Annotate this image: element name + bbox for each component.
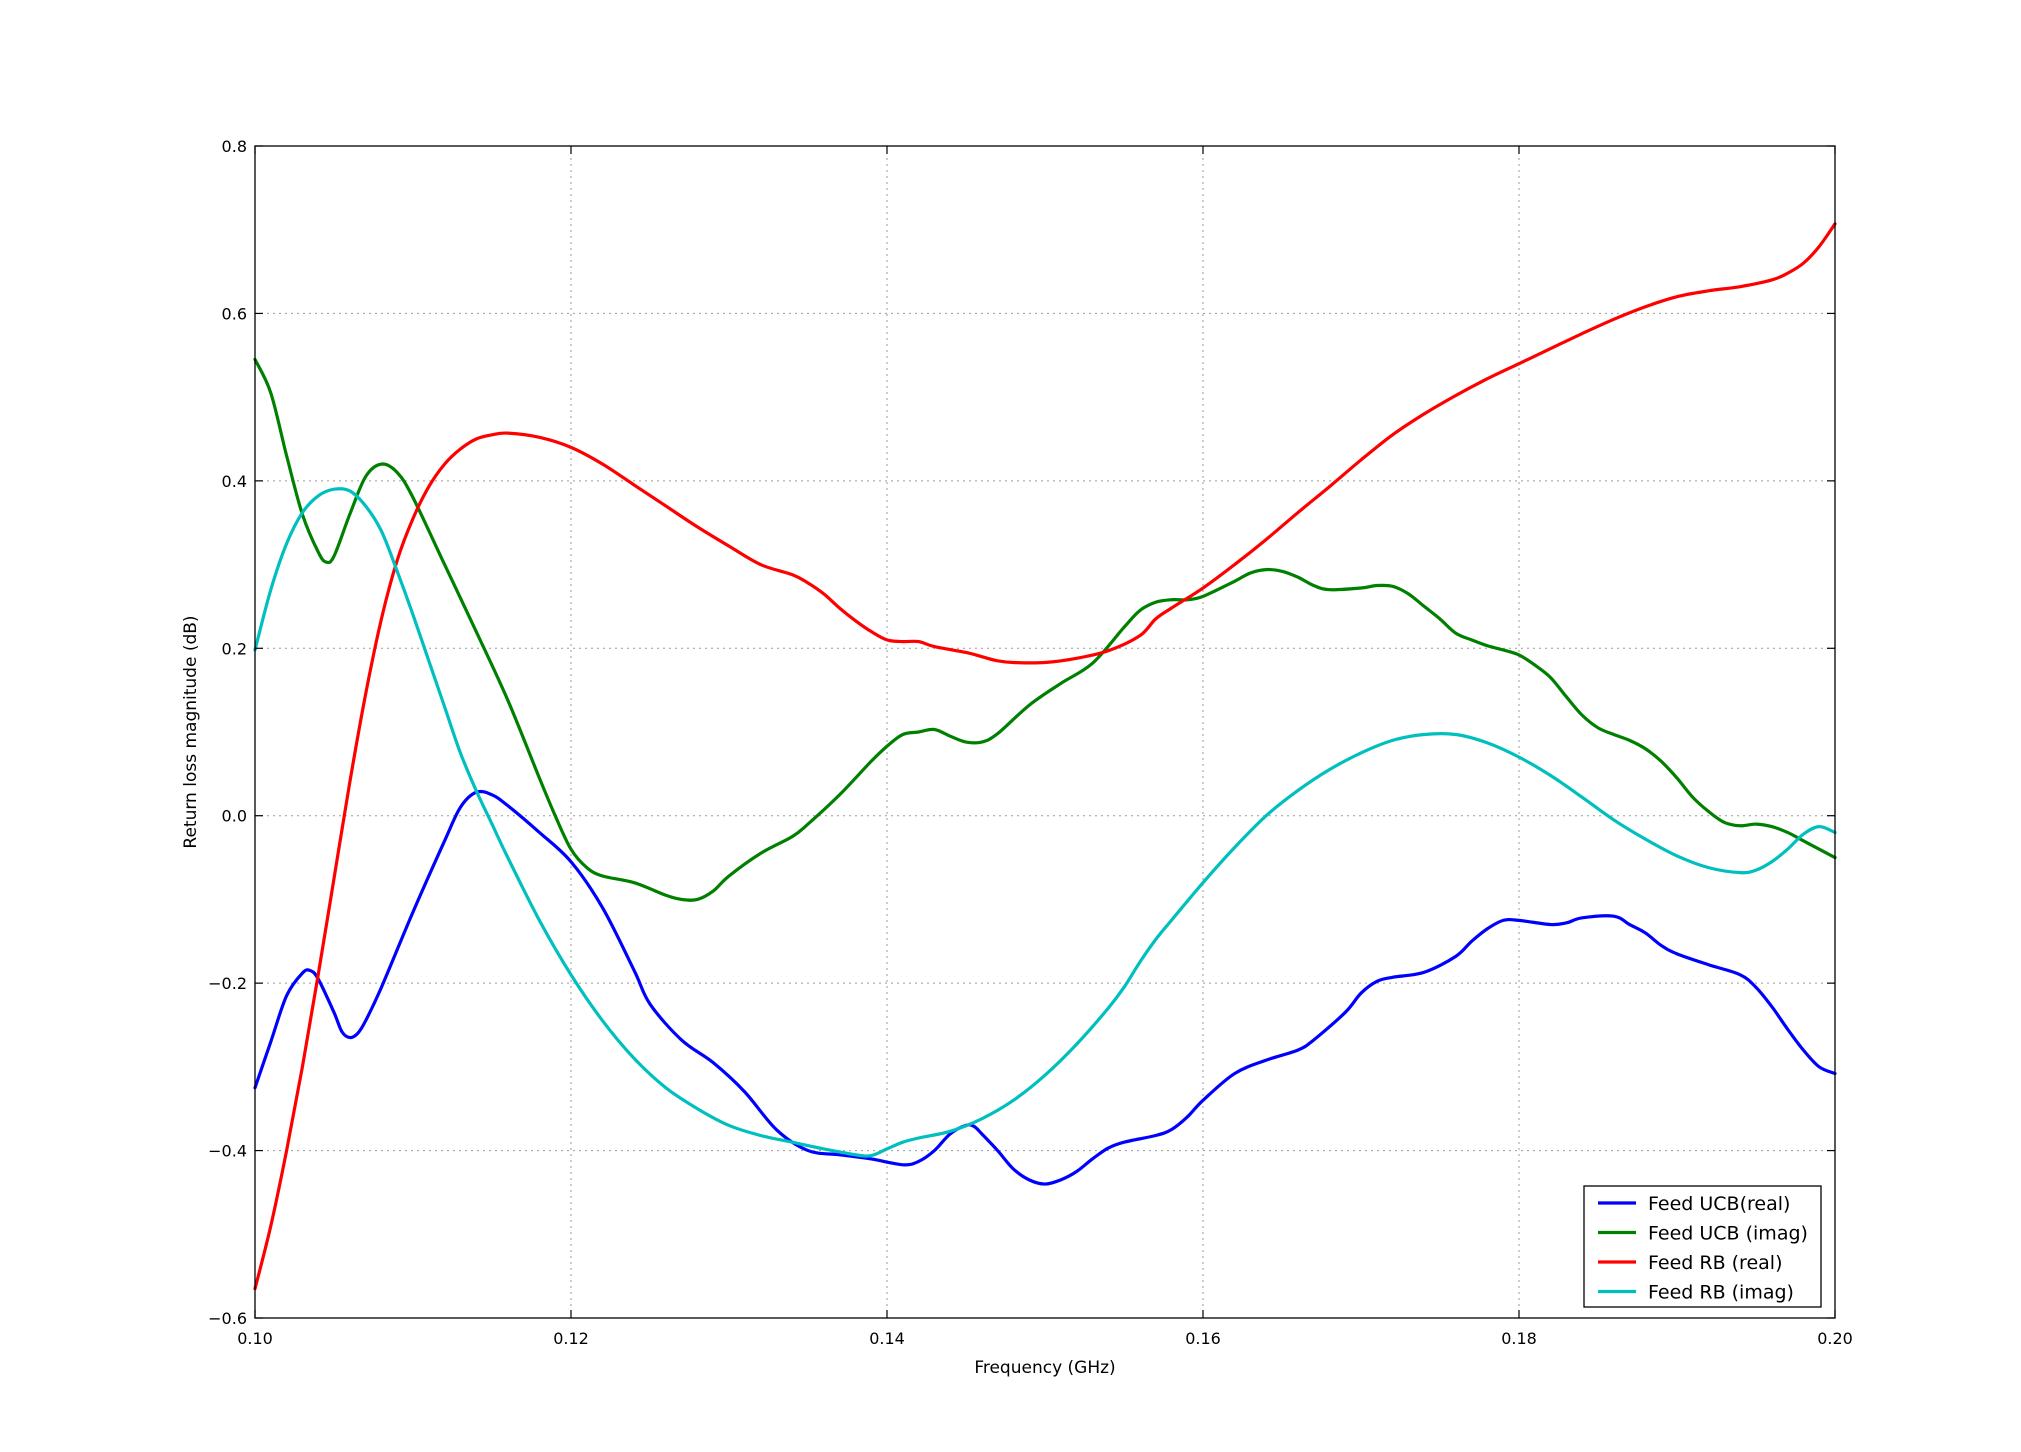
y-axis-label: Return loss magnitude (dB) <box>181 615 201 848</box>
x-tick-label: 0.18 <box>1501 1329 1537 1348</box>
y-tick-label: 0.0 <box>222 807 247 826</box>
series-line-4 <box>253 487 1837 1158</box>
x-tick-label: 0.12 <box>553 1329 589 1348</box>
x-axis-label: Frequency (GHz) <box>974 1358 1115 1378</box>
series-line-2 <box>253 357 1837 902</box>
legend-label: Feed RB (real) <box>1648 1252 1782 1274</box>
axis-ticks: 0.10 0.12 0.14 0.16 0.18 0.20 −0.6 −0.4 −0.2 0.0 0… <box>208 137 1853 1348</box>
series-line-1 <box>253 789 1837 1186</box>
legend-label: Feed UCB(real) <box>1648 1193 1790 1215</box>
series-lines <box>253 222 1837 1291</box>
y-tick-label: −0.2 <box>208 974 247 993</box>
y-tick-label: 0.2 <box>222 639 247 658</box>
y-tick-label: 0.4 <box>222 472 247 491</box>
legend-label: Feed RB (imag) <box>1648 1282 1794 1304</box>
plot-area-frame <box>254 145 1836 1319</box>
y-tick-label: −0.4 <box>208 1142 247 1161</box>
legend-box <box>1583 1185 1822 1308</box>
y-tick-label: 0.8 <box>222 137 247 156</box>
x-tick-label: 0.10 <box>237 1329 273 1348</box>
x-tick-label: 0.14 <box>869 1329 905 1348</box>
series-line-3 <box>253 222 1837 1291</box>
legend-label: Feed UCB (imag) <box>1648 1223 1808 1245</box>
y-tick-label: 0.6 <box>222 304 247 323</box>
legend: Feed UCB(real) Feed UCB (imag) Feed RB (re… <box>1583 1185 1822 1308</box>
y-tick-label: −0.6 <box>208 1309 247 1328</box>
x-tick-label: 0.20 <box>1817 1329 1853 1348</box>
x-tick-label: 0.16 <box>1185 1329 1221 1348</box>
